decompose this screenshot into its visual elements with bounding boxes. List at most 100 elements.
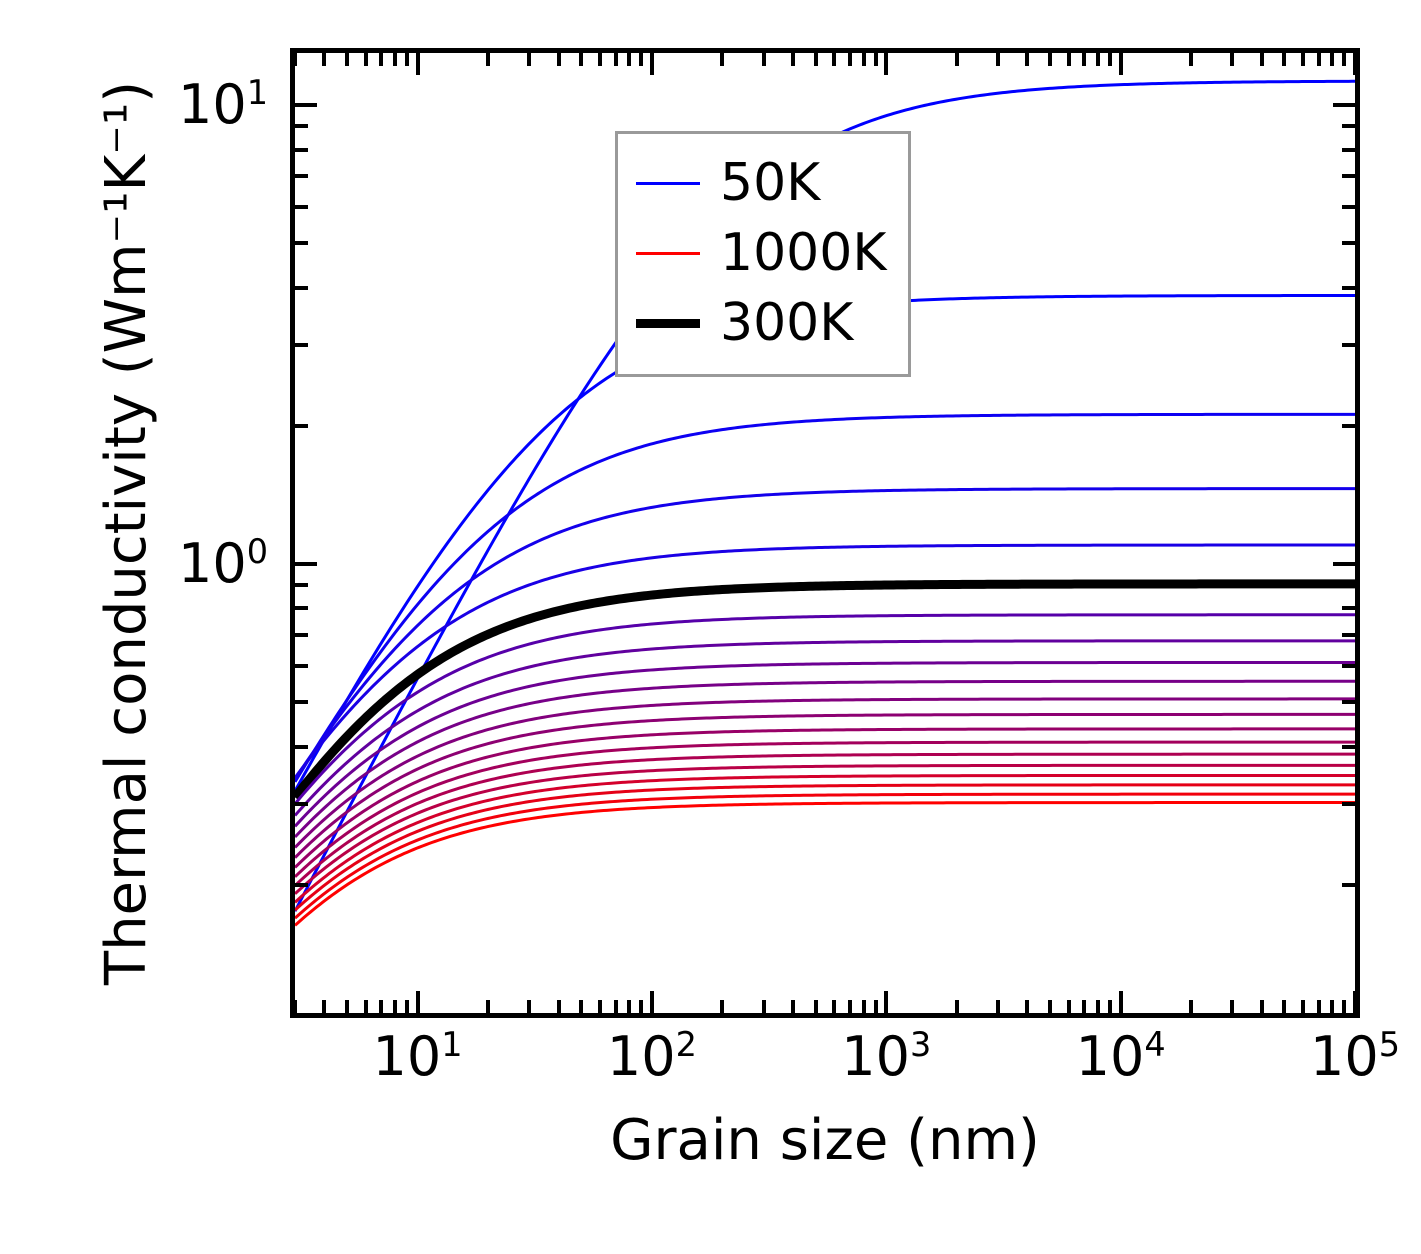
y-tick-minor [295, 147, 308, 152]
x-tick-top-minor [597, 53, 602, 66]
x-tick-top-minor [379, 53, 384, 66]
x-tick-top-minor [322, 53, 327, 66]
legend: 50K 1000K 300K [615, 131, 912, 377]
legend-label: 50K [720, 153, 821, 213]
legend-item: 1000K [636, 218, 886, 288]
y-tick-right-minor [1342, 147, 1355, 152]
x-tick-minor [1095, 1000, 1100, 1013]
curve [295, 681, 1355, 837]
x-tick-top-major [649, 53, 654, 75]
curve [295, 662, 1355, 826]
x-tick-minor [1107, 1000, 1112, 1013]
x-tick-top-major [1353, 53, 1355, 75]
y-tick-minor [295, 174, 308, 179]
x-tick-minor [1330, 1000, 1335, 1013]
y-tick-right-minor [1342, 423, 1355, 428]
y-tick-right-minor [1342, 205, 1355, 210]
x-tick-minor [1025, 1000, 1030, 1013]
y-tick-right-minor [1342, 801, 1355, 806]
x-tick-minor [379, 1000, 384, 1013]
curve [295, 803, 1355, 926]
x-tick-minor [720, 1000, 725, 1013]
x-tick-major [1118, 991, 1123, 1013]
y-tick-right-minor [1342, 663, 1355, 668]
legend-label: 300K [720, 293, 854, 353]
x-axis-title: Grain size (nm) [290, 1108, 1360, 1173]
curves-layer [295, 53, 1355, 1013]
x-tick-minor [295, 1000, 297, 1013]
x-tick-top-minor [1230, 53, 1235, 66]
y-tick-minor [295, 882, 308, 887]
x-tick-minor [627, 1000, 632, 1013]
y-tick-right-minor [1342, 700, 1355, 705]
y-tick-right-minor [1342, 285, 1355, 290]
x-tick-top-minor [1189, 53, 1194, 66]
y-tick-right-minor [1342, 241, 1355, 246]
x-tick-top-minor [1342, 53, 1347, 66]
x-tick-minor [597, 1000, 602, 1013]
x-tick-minor [954, 1000, 959, 1013]
x-tick-top-minor [579, 53, 584, 66]
x-tick-top-major [1118, 53, 1123, 75]
x-tick-minor [813, 1000, 818, 1013]
x-tick-top-minor [556, 53, 561, 66]
x-tick-major [415, 991, 420, 1013]
x-tick-top-minor [1107, 53, 1112, 66]
curve-highlight [295, 584, 1355, 797]
curve [295, 545, 1355, 778]
x-tick-minor [791, 1000, 795, 1013]
legend-item: 300K [636, 288, 886, 358]
x-tick-top-minor [1316, 53, 1321, 66]
x-tick-top-minor [1330, 53, 1335, 66]
y-tick-right-minor [1342, 582, 1355, 587]
x-tick-top-minor [613, 53, 618, 66]
y-tick-minor [295, 700, 308, 705]
y-tick-right-major [1333, 103, 1355, 108]
x-tick-minor [1066, 1000, 1071, 1013]
x-tick-top-minor [639, 53, 644, 66]
x-tick-top-minor [392, 53, 397, 66]
x-tick-minor [1301, 1000, 1305, 1013]
y-tick-minor [295, 801, 308, 806]
x-tick-minor [613, 1000, 618, 1013]
x-tick-minor [1259, 1000, 1264, 1013]
y-tick-minor [295, 663, 308, 668]
x-tick-top-minor [832, 53, 837, 66]
curve [295, 699, 1355, 848]
x-tick-top-minor [761, 53, 766, 66]
legend-label: 1000K [720, 223, 887, 283]
x-tick-top-minor [720, 53, 725, 66]
x-tick-top-minor [1095, 53, 1100, 66]
x-tick-minor [322, 1000, 327, 1013]
y-axis-title-text: Thermal conductivity (Wm⁻¹K⁻¹) [93, 80, 159, 986]
y-tick-minor [295, 606, 308, 611]
x-tick-minor [1342, 1000, 1347, 1013]
y-tick-right-minor [1342, 606, 1355, 611]
y-tick-minor [295, 241, 308, 246]
curve [295, 729, 1355, 868]
y-tick-label: 101 [177, 73, 268, 137]
x-tick-top-minor [363, 53, 368, 66]
x-tick-label: 103 [841, 1025, 932, 1088]
y-tick-major [295, 103, 317, 108]
y-tick-right-major [1333, 561, 1355, 566]
x-tick-minor [527, 1000, 532, 1013]
x-tick-top-major [884, 53, 889, 75]
x-tick-label: 102 [606, 1025, 697, 1088]
curve [295, 641, 1355, 816]
curve [295, 615, 1355, 804]
curve [295, 765, 1355, 893]
y-tick-right-minor [1342, 633, 1355, 638]
legend-swatch-icon [636, 251, 700, 255]
x-tick-minor [1230, 1000, 1235, 1013]
x-tick-major [884, 991, 889, 1013]
x-tick-label: 105 [1309, 1025, 1401, 1088]
legend-swatch-icon [636, 318, 700, 328]
y-tick-minor [295, 633, 308, 638]
x-tick-top-minor [627, 53, 632, 66]
x-tick-minor [1282, 1000, 1287, 1013]
y-tick-right-minor [1342, 174, 1355, 179]
x-tick-top-minor [954, 53, 959, 66]
y-tick-minor [295, 285, 308, 290]
